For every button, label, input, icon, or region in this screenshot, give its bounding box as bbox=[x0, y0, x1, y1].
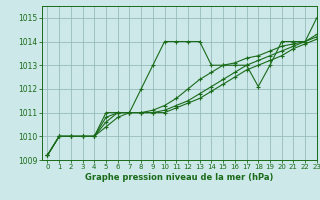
X-axis label: Graphe pression niveau de la mer (hPa): Graphe pression niveau de la mer (hPa) bbox=[85, 173, 273, 182]
